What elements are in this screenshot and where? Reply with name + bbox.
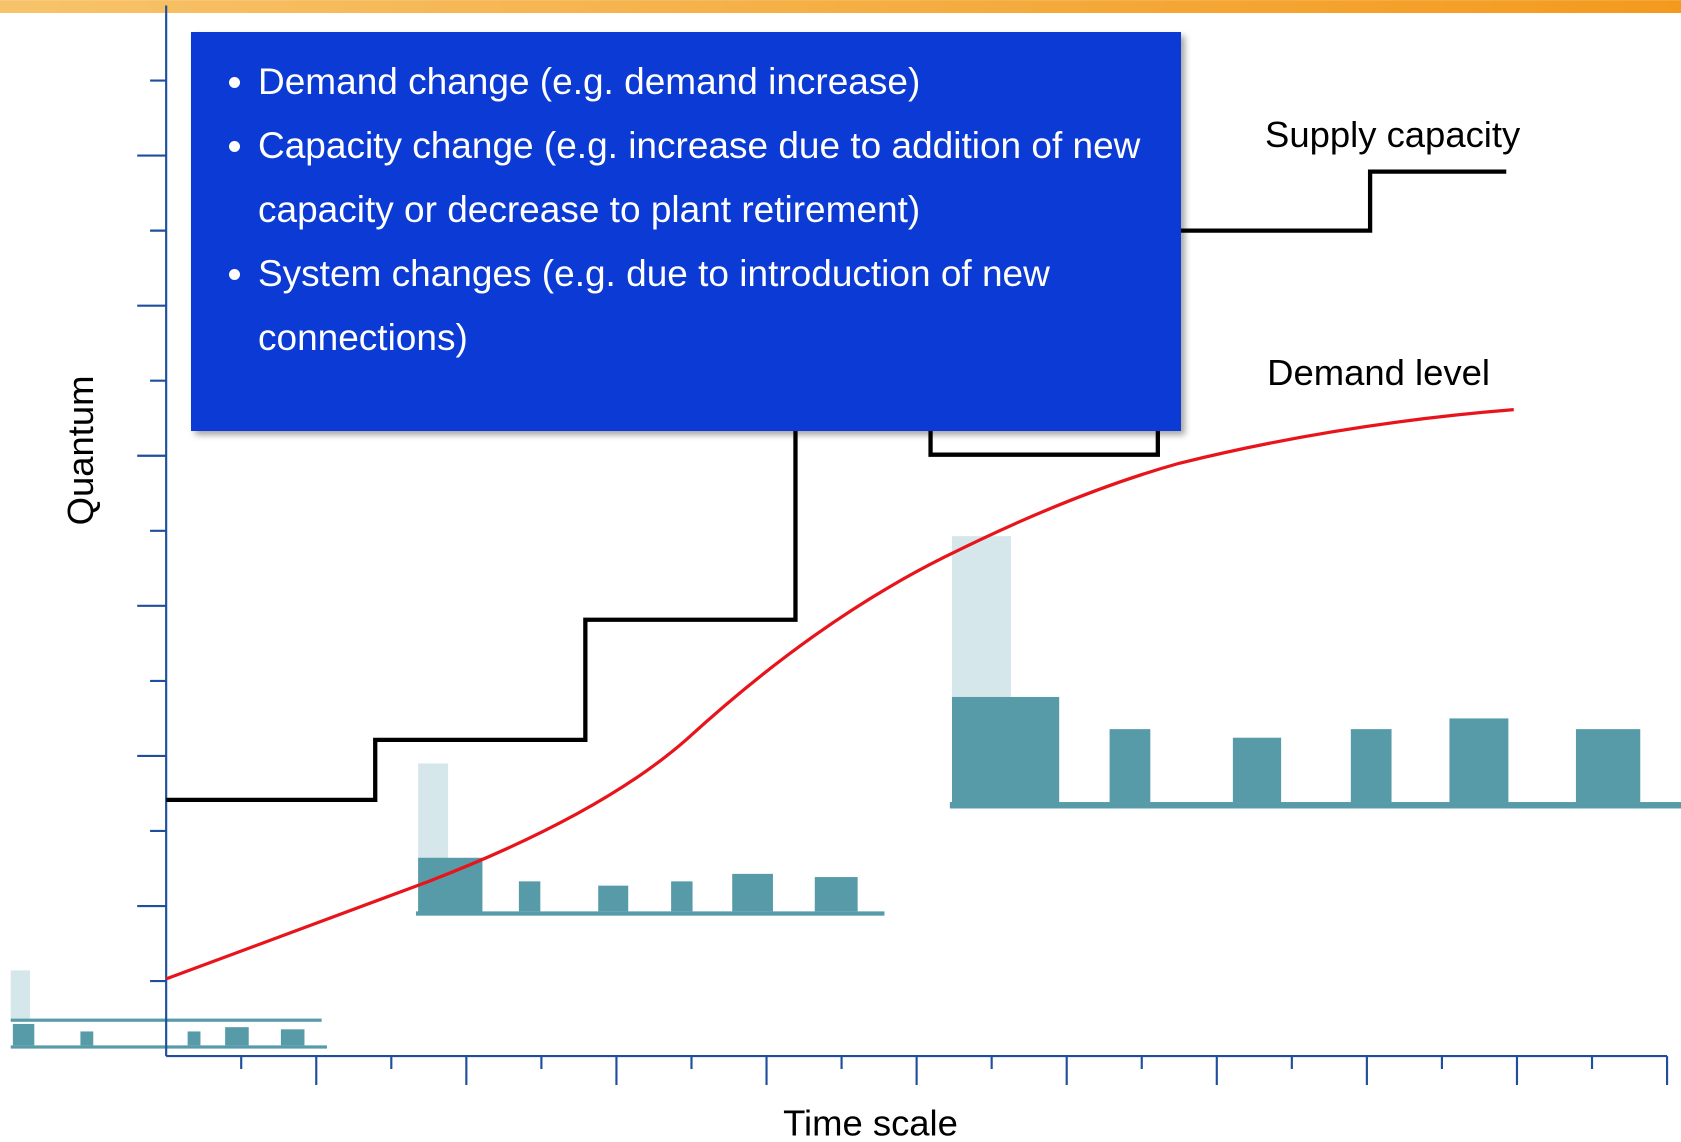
supply-label: Supply capacity — [1265, 114, 1521, 155]
bullet: Capacity change (e.g. increase due to ad… — [258, 114, 1148, 242]
title-banner — [0, 0, 1681, 13]
x-axis-label: Time scale — [783, 1102, 958, 1142]
bullet: System changes (e.g. due to introduction… — [258, 242, 1148, 370]
info-box: Demand change (e.g. demand increase) Cap… — [191, 32, 1181, 431]
slide: Supply capacity Demand level Quantum Tim… — [0, 0, 1681, 1142]
demand-label: Demand level — [1267, 352, 1490, 393]
plant-illustration-medium — [416, 763, 884, 915]
y-axis-label: Quantum — [60, 375, 101, 525]
plant-illustration-small — [11, 970, 327, 1048]
plant-illustration-large — [950, 536, 1681, 808]
bullet-list: Demand change (e.g. demand increase) Cap… — [216, 50, 1148, 370]
bullet: Demand change (e.g. demand increase) — [258, 50, 1148, 114]
